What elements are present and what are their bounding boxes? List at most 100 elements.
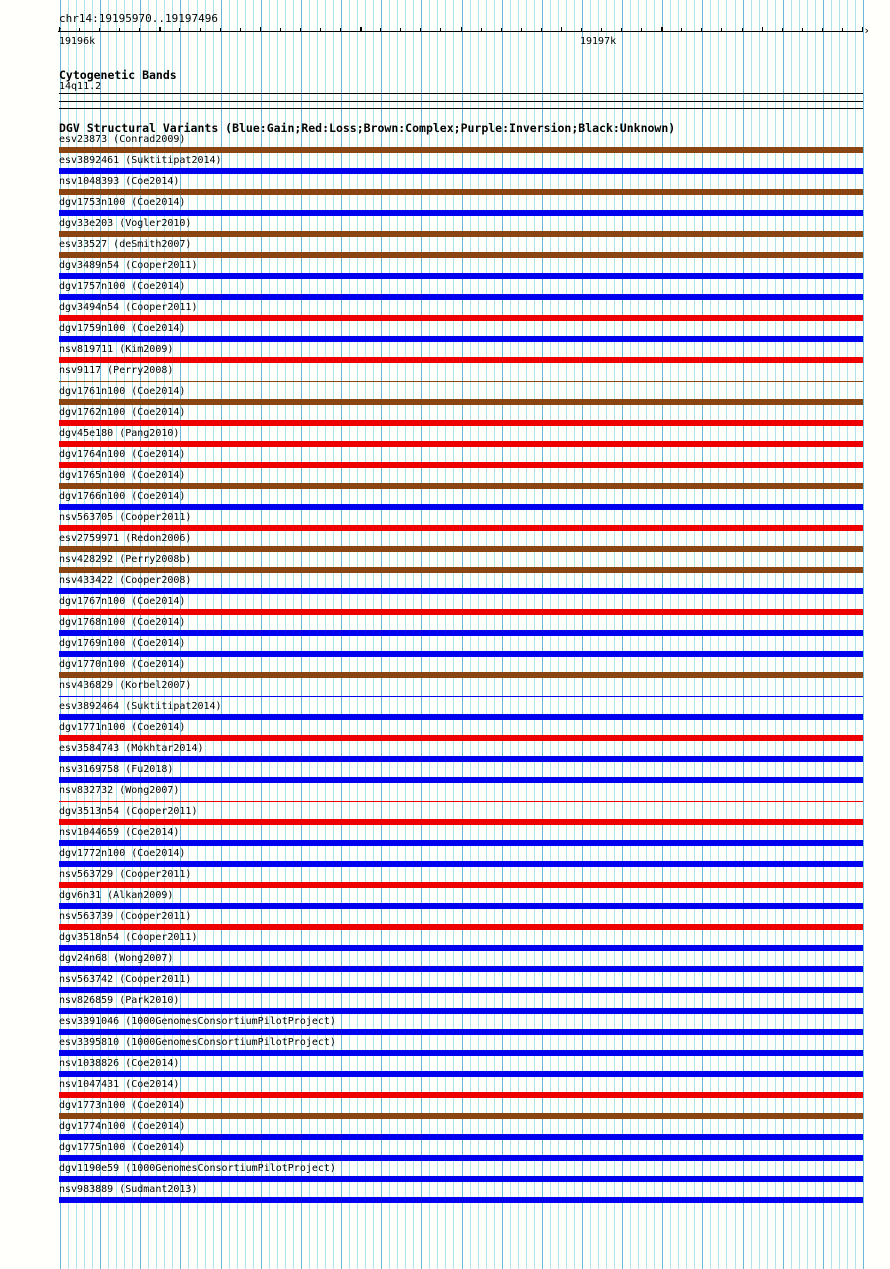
cytogenetic-band-label[interactable]: 14q11.2 (59, 81, 102, 92)
dgv-track-row[interactable]: nsv983889 (Sudmant2013) (0, 1184, 890, 1205)
dgv-track-label[interactable]: dgv3494n54 (Cooper2011) (59, 302, 198, 313)
dgv-track-label[interactable]: esv3892461 (Suktitipat2014) (59, 155, 222, 166)
dgv-variant-bar[interactable] (59, 399, 863, 405)
dgv-track-row[interactable]: dgv1766n100 (Coe2014) (0, 491, 890, 512)
dgv-track-label[interactable]: nsv1047431 (Coe2014) (59, 1079, 180, 1090)
dgv-track-label[interactable]: dgv1762n100 (Coe2014) (59, 407, 186, 418)
dgv-variant-bar[interactable] (59, 882, 863, 888)
dgv-variant-bar[interactable] (59, 987, 863, 993)
dgv-track-label[interactable]: esv3395810 (1000GenomesConsortiumPilotPr… (59, 1037, 336, 1048)
dgv-track-row[interactable]: nsv3169758 (Fu2018) (0, 764, 890, 785)
dgv-variant-bar[interactable] (59, 1134, 863, 1140)
dgv-track-label[interactable]: dgv1766n100 (Coe2014) (59, 491, 186, 502)
dgv-variant-bar[interactable] (59, 189, 863, 195)
dgv-track-row[interactable]: dgv1769n100 (Coe2014) (0, 638, 890, 659)
dgv-track-label[interactable]: nsv563729 (Cooper2011) (59, 869, 192, 880)
dgv-track-label[interactable]: nsv1044659 (Coe2014) (59, 827, 180, 838)
dgv-variant-bar[interactable] (59, 924, 863, 930)
dgv-track-label[interactable]: esv3892464 (Suktitipat2014) (59, 701, 222, 712)
dgv-variant-bar[interactable] (59, 315, 863, 321)
dgv-track-label[interactable]: nsv563705 (Cooper2011) (59, 512, 192, 523)
dgv-variant-bar[interactable] (59, 525, 863, 531)
dgv-variant-bar[interactable] (59, 336, 863, 342)
dgv-variant-bar[interactable] (59, 672, 863, 678)
dgv-track-row[interactable]: dgv1761n100 (Coe2014) (0, 386, 890, 407)
dgv-variant-bar[interactable] (59, 1029, 863, 1035)
dgv-track-row[interactable]: dgv1775n100 (Coe2014) (0, 1142, 890, 1163)
dgv-track-label[interactable]: dgv1764n100 (Coe2014) (59, 449, 186, 460)
dgv-variant-bar[interactable] (59, 819, 863, 825)
dgv-track-row[interactable]: esv3892461 (Suktitipat2014) (0, 155, 890, 176)
dgv-variant-bar[interactable] (59, 840, 863, 846)
ruler-right-arrow-icon[interactable]: › (863, 24, 870, 37)
dgv-track-label[interactable]: esv3391046 (1000GenomesConsortiumPilotPr… (59, 1016, 336, 1027)
dgv-variant-bar[interactable] (59, 696, 863, 697)
dgv-track-label[interactable]: nsv563739 (Cooper2011) (59, 911, 192, 922)
dgv-track-label[interactable]: dgv1759n100 (Coe2014) (59, 323, 186, 334)
dgv-track-label[interactable]: dgv45e180 (Pang2010) (59, 428, 180, 439)
dgv-track-label[interactable]: dgv1753n100 (Coe2014) (59, 197, 186, 208)
dgv-track-label[interactable]: dgv3513n54 (Cooper2011) (59, 806, 198, 817)
dgv-track-row[interactable]: dgv1757n100 (Coe2014) (0, 281, 890, 302)
dgv-track-row[interactable]: dgv33e203 (Vogler2010) (0, 218, 890, 239)
dgv-track-row[interactable]: dgv3513n54 (Cooper2011) (0, 806, 890, 827)
dgv-track-row[interactable]: nsv826859 (Park2010) (0, 995, 890, 1016)
dgv-track-row[interactable]: dgv3518n54 (Cooper2011) (0, 932, 890, 953)
dgv-variant-bar[interactable] (59, 861, 863, 867)
dgv-variant-bar[interactable] (59, 735, 863, 741)
dgv-track-row[interactable]: nsv563705 (Cooper2011) (0, 512, 890, 533)
dgv-track-row[interactable]: dgv45e180 (Pang2010) (0, 428, 890, 449)
dgv-track-row[interactable]: dgv1767n100 (Coe2014) (0, 596, 890, 617)
dgv-track-row[interactable]: dgv1774n100 (Coe2014) (0, 1121, 890, 1142)
dgv-variant-bar[interactable] (59, 588, 863, 594)
dgv-track-label[interactable]: nsv1038826 (Coe2014) (59, 1058, 180, 1069)
dgv-variant-bar[interactable] (59, 381, 863, 382)
dgv-track-row[interactable]: nsv1048393 (Coe2014) (0, 176, 890, 197)
dgv-variant-bar[interactable] (59, 777, 863, 783)
dgv-track-row[interactable]: nsv1044659 (Coe2014) (0, 827, 890, 848)
dgv-track-label[interactable]: esv33527 (deSmith2007) (59, 239, 192, 250)
dgv-track-row[interactable]: dgv1770n100 (Coe2014) (0, 659, 890, 680)
dgv-variant-bar[interactable] (59, 756, 863, 762)
dgv-track-label[interactable]: nsv1048393 (Coe2014) (59, 176, 180, 187)
dgv-track-label[interactable]: nsv983889 (Sudmant2013) (59, 1184, 198, 1195)
dgv-track-row[interactable]: nsv563739 (Cooper2011) (0, 911, 890, 932)
dgv-variant-bar[interactable] (59, 441, 863, 447)
dgv-variant-bar[interactable] (59, 357, 863, 363)
dgv-variant-bar[interactable] (59, 546, 863, 552)
dgv-track-label[interactable]: dgv1772n100 (Coe2014) (59, 848, 186, 859)
dgv-track-label[interactable]: nsv832732 (Wong2007) (59, 785, 180, 796)
dgv-track-row[interactable]: nsv9117 (Perry2008) (0, 365, 890, 386)
dgv-variant-bar[interactable] (59, 1008, 863, 1014)
dgv-track-label[interactable]: dgv24n68 (Wong2007) (59, 953, 174, 964)
dgv-track-row[interactable]: esv3391046 (1000GenomesConsortiumPilotPr… (0, 1016, 890, 1037)
dgv-variant-bar[interactable] (59, 1155, 863, 1161)
dgv-track-label[interactable]: dgv1190e59 (1000GenomesConsortiumPilotPr… (59, 1163, 336, 1174)
dgv-track-label[interactable]: esv23873 (Conrad2009) (59, 134, 186, 145)
dgv-variant-bar[interactable] (59, 1197, 863, 1203)
dgv-variant-bar[interactable] (59, 210, 863, 216)
dgv-track-row[interactable]: nsv428292 (Perry2008b) (0, 554, 890, 575)
dgv-variant-bar[interactable] (59, 567, 863, 573)
dgv-variant-bar[interactable] (59, 147, 863, 153)
dgv-track-label[interactable]: dgv1774n100 (Coe2014) (59, 1121, 186, 1132)
dgv-variant-bar[interactable] (59, 651, 863, 657)
dgv-track-row[interactable]: nsv433422 (Cooper2008) (0, 575, 890, 596)
dgv-track-label[interactable]: dgv3489n54 (Cooper2011) (59, 260, 198, 271)
dgv-track-row[interactable]: dgv1772n100 (Coe2014) (0, 848, 890, 869)
dgv-track-label[interactable]: nsv3169758 (Fu2018) (59, 764, 174, 775)
dgv-track-row[interactable]: dgv6n31 (Alkan2009) (0, 890, 890, 911)
dgv-track-label[interactable]: nsv436829 (Korbel2007) (59, 680, 192, 691)
dgv-variant-bar[interactable] (59, 504, 863, 510)
dgv-track-row[interactable]: nsv1038826 (Coe2014) (0, 1058, 890, 1079)
dgv-track-row[interactable]: nsv1047431 (Coe2014) (0, 1079, 890, 1100)
dgv-variant-bar[interactable] (59, 462, 863, 468)
dgv-track-row[interactable]: dgv1765n100 (Coe2014) (0, 470, 890, 491)
dgv-track-row[interactable]: dgv1190e59 (1000GenomesConsortiumPilotPr… (0, 1163, 890, 1184)
dgv-track-row[interactable]: dgv1759n100 (Coe2014) (0, 323, 890, 344)
dgv-track-row[interactable]: dgv1771n100 (Coe2014) (0, 722, 890, 743)
dgv-track-row[interactable]: esv33527 (deSmith2007) (0, 239, 890, 260)
dgv-track-row[interactable]: esv3395810 (1000GenomesConsortiumPilotPr… (0, 1037, 890, 1058)
dgv-track-label[interactable]: dgv1771n100 (Coe2014) (59, 722, 186, 733)
dgv-track-label[interactable]: dgv1765n100 (Coe2014) (59, 470, 186, 481)
